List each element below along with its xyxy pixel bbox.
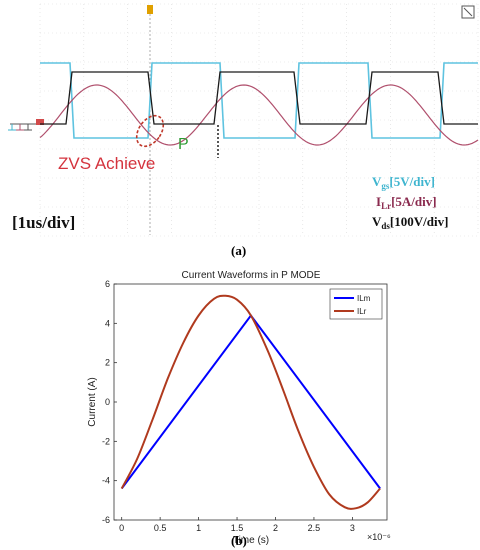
chart-legend: ILm ILr — [329, 288, 383, 320]
y-tick-label: -2 — [102, 436, 110, 446]
x-axis-label: Time (s) — [233, 535, 269, 546]
vgs-waveform — [40, 62, 478, 139]
trigger-marker-icon — [147, 5, 153, 235]
scope-legend: Vgs[5V/div] ILr[5A/div] Vds[100V/div] — [372, 174, 448, 231]
x-tick-label: 0.5 — [154, 523, 167, 533]
zvs-annotation: ZVS Achieve — [58, 154, 155, 173]
panel-label-b: (b) — [231, 533, 247, 548]
current-waveform-chart: Current Waveforms in P MODE -6 -4 -2 0 2 4 6 0… — [0, 262, 480, 550]
y-tick-label: 2 — [105, 358, 110, 368]
legend-vgs: Vgs[5V/div] — [372, 174, 435, 191]
corner-indicator-icon — [461, 5, 475, 19]
x-tick-label: 2.5 — [308, 523, 321, 533]
x-tick-label: 1 — [196, 523, 201, 533]
x-tick-label: 0 — [119, 523, 124, 533]
ilr-waveform — [39, 84, 479, 146]
y-axis-label: Current (A) — [87, 377, 98, 426]
series-layer — [120, 294, 381, 510]
x-multiplier: ×10⁻⁶ — [367, 532, 391, 542]
series-ilr-line — [120, 294, 381, 510]
plot-area — [113, 283, 388, 521]
y-axis: -6 -4 -2 0 2 4 6 — [102, 279, 117, 525]
x-axis: 0 0.5 1 1.5 2 2.5 3 — [119, 517, 355, 533]
legend-ilm: ILm — [357, 294, 371, 303]
y-tick-label: 6 — [105, 279, 110, 289]
panel-label-a: (a) — [231, 243, 247, 258]
legend-ilr-plot: ILr — [357, 307, 367, 316]
timebase-label: [1us/div] — [12, 213, 75, 232]
y-tick-label: 0 — [105, 397, 110, 407]
y-tick-label: 4 — [105, 318, 110, 328]
x-tick-label: 3 — [350, 523, 355, 533]
p-annotation: P — [178, 136, 189, 153]
vds-waveform — [40, 71, 478, 125]
y-tick-label: -6 — [102, 515, 110, 525]
y-tick-label: -4 — [102, 476, 110, 486]
legend-vds: Vds[100V/div] — [372, 214, 448, 231]
x-tick-label: 1.5 — [231, 523, 244, 533]
ground-marker-icon — [8, 119, 44, 131]
zvs-ellipse — [135, 114, 165, 148]
oscilloscope-capture: ZVS Achieve P [1us/div] Vgs[5V/div] ILr[… — [0, 0, 480, 262]
x-tick-label: 2 — [273, 523, 278, 533]
chart-title: Current Waveforms in P MODE — [182, 270, 321, 281]
legend-ilr: ILr[5A/div] — [376, 194, 437, 211]
